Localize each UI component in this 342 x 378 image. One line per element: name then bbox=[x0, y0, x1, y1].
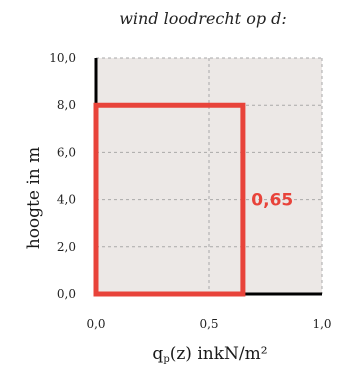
y-tick-label-3: 6,0 bbox=[57, 145, 76, 159]
y-axis-label: hoogte in m bbox=[24, 147, 44, 250]
y-tick-label-2: 4,0 bbox=[57, 193, 76, 207]
series-layer: 0,65 bbox=[93, 102, 293, 297]
x-axis-label: qp(z) inkN/m² bbox=[152, 344, 267, 365]
y-tick-label-1: 2,0 bbox=[57, 240, 76, 254]
x-tick-label-1: 0,5 bbox=[199, 317, 218, 331]
x-axis-label-suffix: (z) inkN/m² bbox=[170, 344, 268, 364]
y-tick-label-5: 10,0 bbox=[49, 51, 76, 65]
series-value-label-0: 0,65 bbox=[251, 191, 293, 211]
x-axis-label-subscript: p bbox=[163, 354, 169, 365]
y-tick-labels: 0,0 2,0 4,0 6,0 8,0 10,0 bbox=[49, 51, 76, 301]
x-tick-labels: 0,0 0,5 1,0 bbox=[86, 317, 331, 331]
chart-title: wind loodrecht op d: bbox=[119, 9, 287, 28]
x-axis-label-prefix: q bbox=[152, 344, 163, 364]
y-tick-label-0: 0,0 bbox=[57, 287, 76, 301]
series-outline-0 bbox=[93, 102, 246, 297]
plot-area bbox=[96, 58, 322, 294]
x-tick-label-0: 0,0 bbox=[86, 317, 105, 331]
x-tick-label-2: 1,0 bbox=[312, 317, 331, 331]
y-tick-label-4: 8,0 bbox=[57, 98, 76, 112]
